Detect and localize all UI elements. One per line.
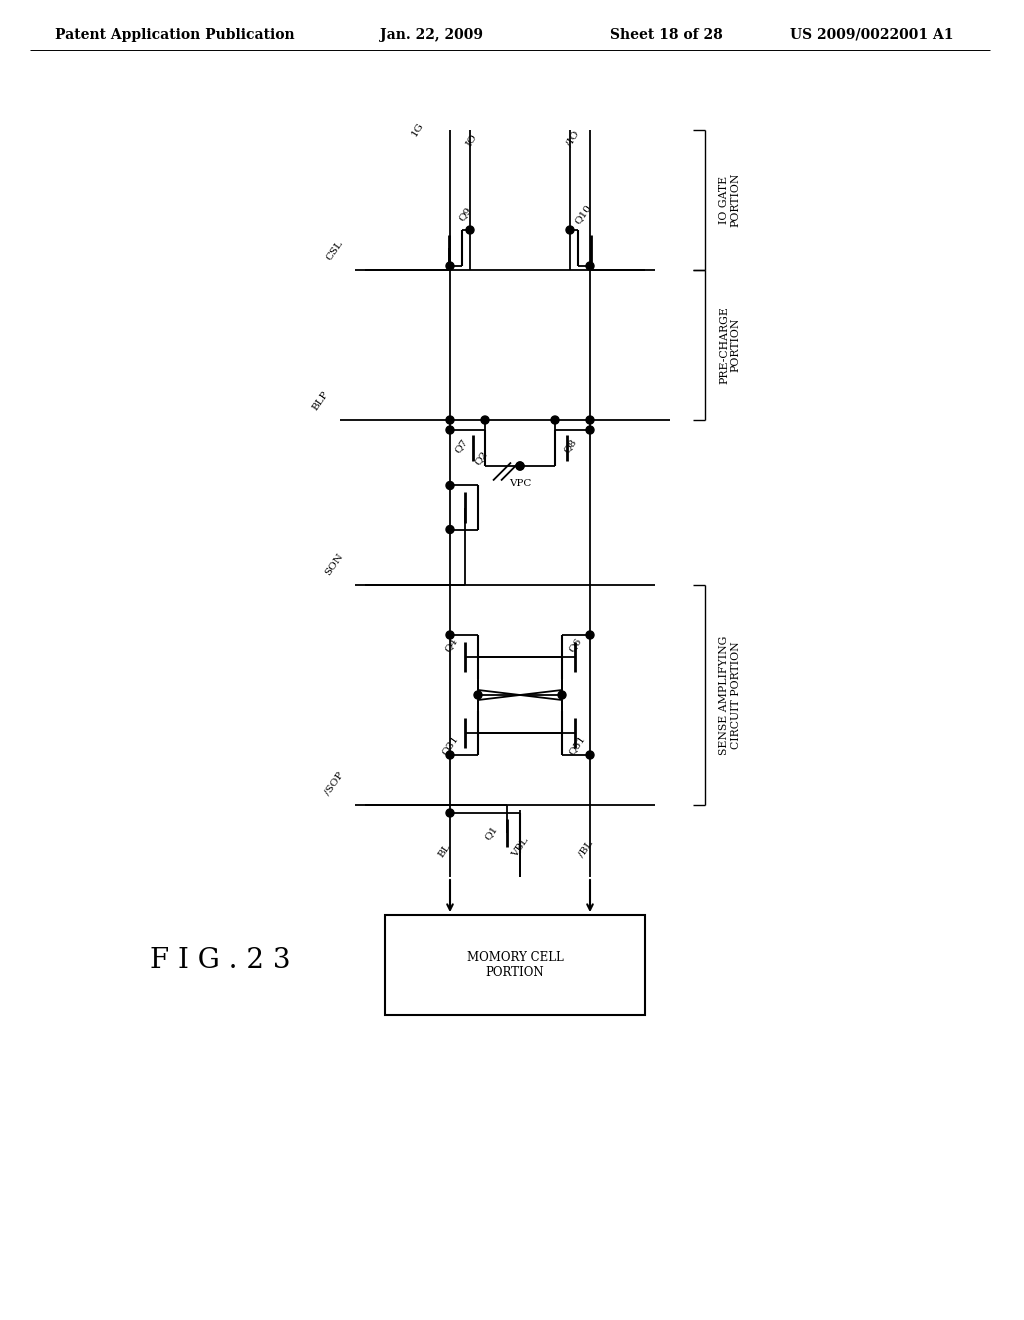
Text: IO: IO [465, 132, 479, 148]
Text: VBL: VBL [510, 836, 530, 859]
Text: Q1: Q1 [483, 824, 499, 842]
Text: IO GATE
PORTION: IO GATE PORTION [719, 173, 740, 227]
Text: Q31: Q31 [440, 734, 460, 756]
Text: /BL: /BL [577, 840, 595, 859]
Circle shape [586, 416, 594, 424]
Circle shape [446, 426, 454, 434]
Bar [385, 915, 645, 1015]
Text: Jan. 22, 2009: Jan. 22, 2009 [380, 28, 483, 42]
Circle shape [586, 631, 594, 639]
Circle shape [586, 751, 594, 759]
Text: Q10: Q10 [573, 202, 593, 226]
Circle shape [446, 809, 454, 817]
Text: BLP: BLP [310, 389, 330, 412]
Text: BL: BL [437, 842, 453, 859]
Circle shape [446, 261, 454, 271]
Circle shape [466, 226, 474, 234]
Circle shape [516, 462, 524, 470]
Text: MOMORY CELL
PORTION: MOMORY CELL PORTION [467, 950, 563, 979]
Text: /SOP: /SOP [323, 771, 345, 797]
Circle shape [586, 261, 594, 271]
Circle shape [446, 525, 454, 533]
Text: /IO: /IO [565, 129, 582, 148]
Text: Q9: Q9 [457, 205, 473, 223]
Circle shape [474, 690, 482, 700]
Text: Q4: Q4 [443, 636, 459, 653]
Text: US 2009/0022001 A1: US 2009/0022001 A1 [790, 28, 953, 42]
Circle shape [551, 416, 559, 424]
Text: Q7: Q7 [453, 437, 469, 455]
Text: VPC: VPC [509, 479, 531, 488]
Circle shape [516, 462, 524, 470]
Text: Q2: Q2 [473, 449, 489, 466]
Text: Q51: Q51 [567, 734, 587, 756]
Text: PRE-CHARGE
PORTION: PRE-CHARGE PORTION [719, 306, 740, 384]
Circle shape [558, 690, 566, 700]
Text: CSL: CSL [325, 239, 345, 261]
Text: Sheet 18 of 28: Sheet 18 of 28 [610, 28, 723, 42]
Circle shape [566, 226, 574, 234]
Circle shape [446, 416, 454, 424]
Circle shape [446, 482, 454, 490]
Text: Patent Application Publication: Patent Application Publication [55, 28, 295, 42]
Circle shape [446, 631, 454, 639]
Text: SENSE AMPLIFYING
CIRCUIT PORTION: SENSE AMPLIFYING CIRCUIT PORTION [719, 635, 740, 755]
Circle shape [446, 751, 454, 759]
Circle shape [586, 426, 594, 434]
Text: F I G . 2 3: F I G . 2 3 [150, 946, 291, 974]
Text: SON: SON [324, 552, 345, 577]
Text: Q8: Q8 [562, 437, 579, 455]
Circle shape [481, 416, 489, 424]
Text: 1G: 1G [410, 120, 426, 139]
Text: Q6: Q6 [567, 636, 583, 653]
